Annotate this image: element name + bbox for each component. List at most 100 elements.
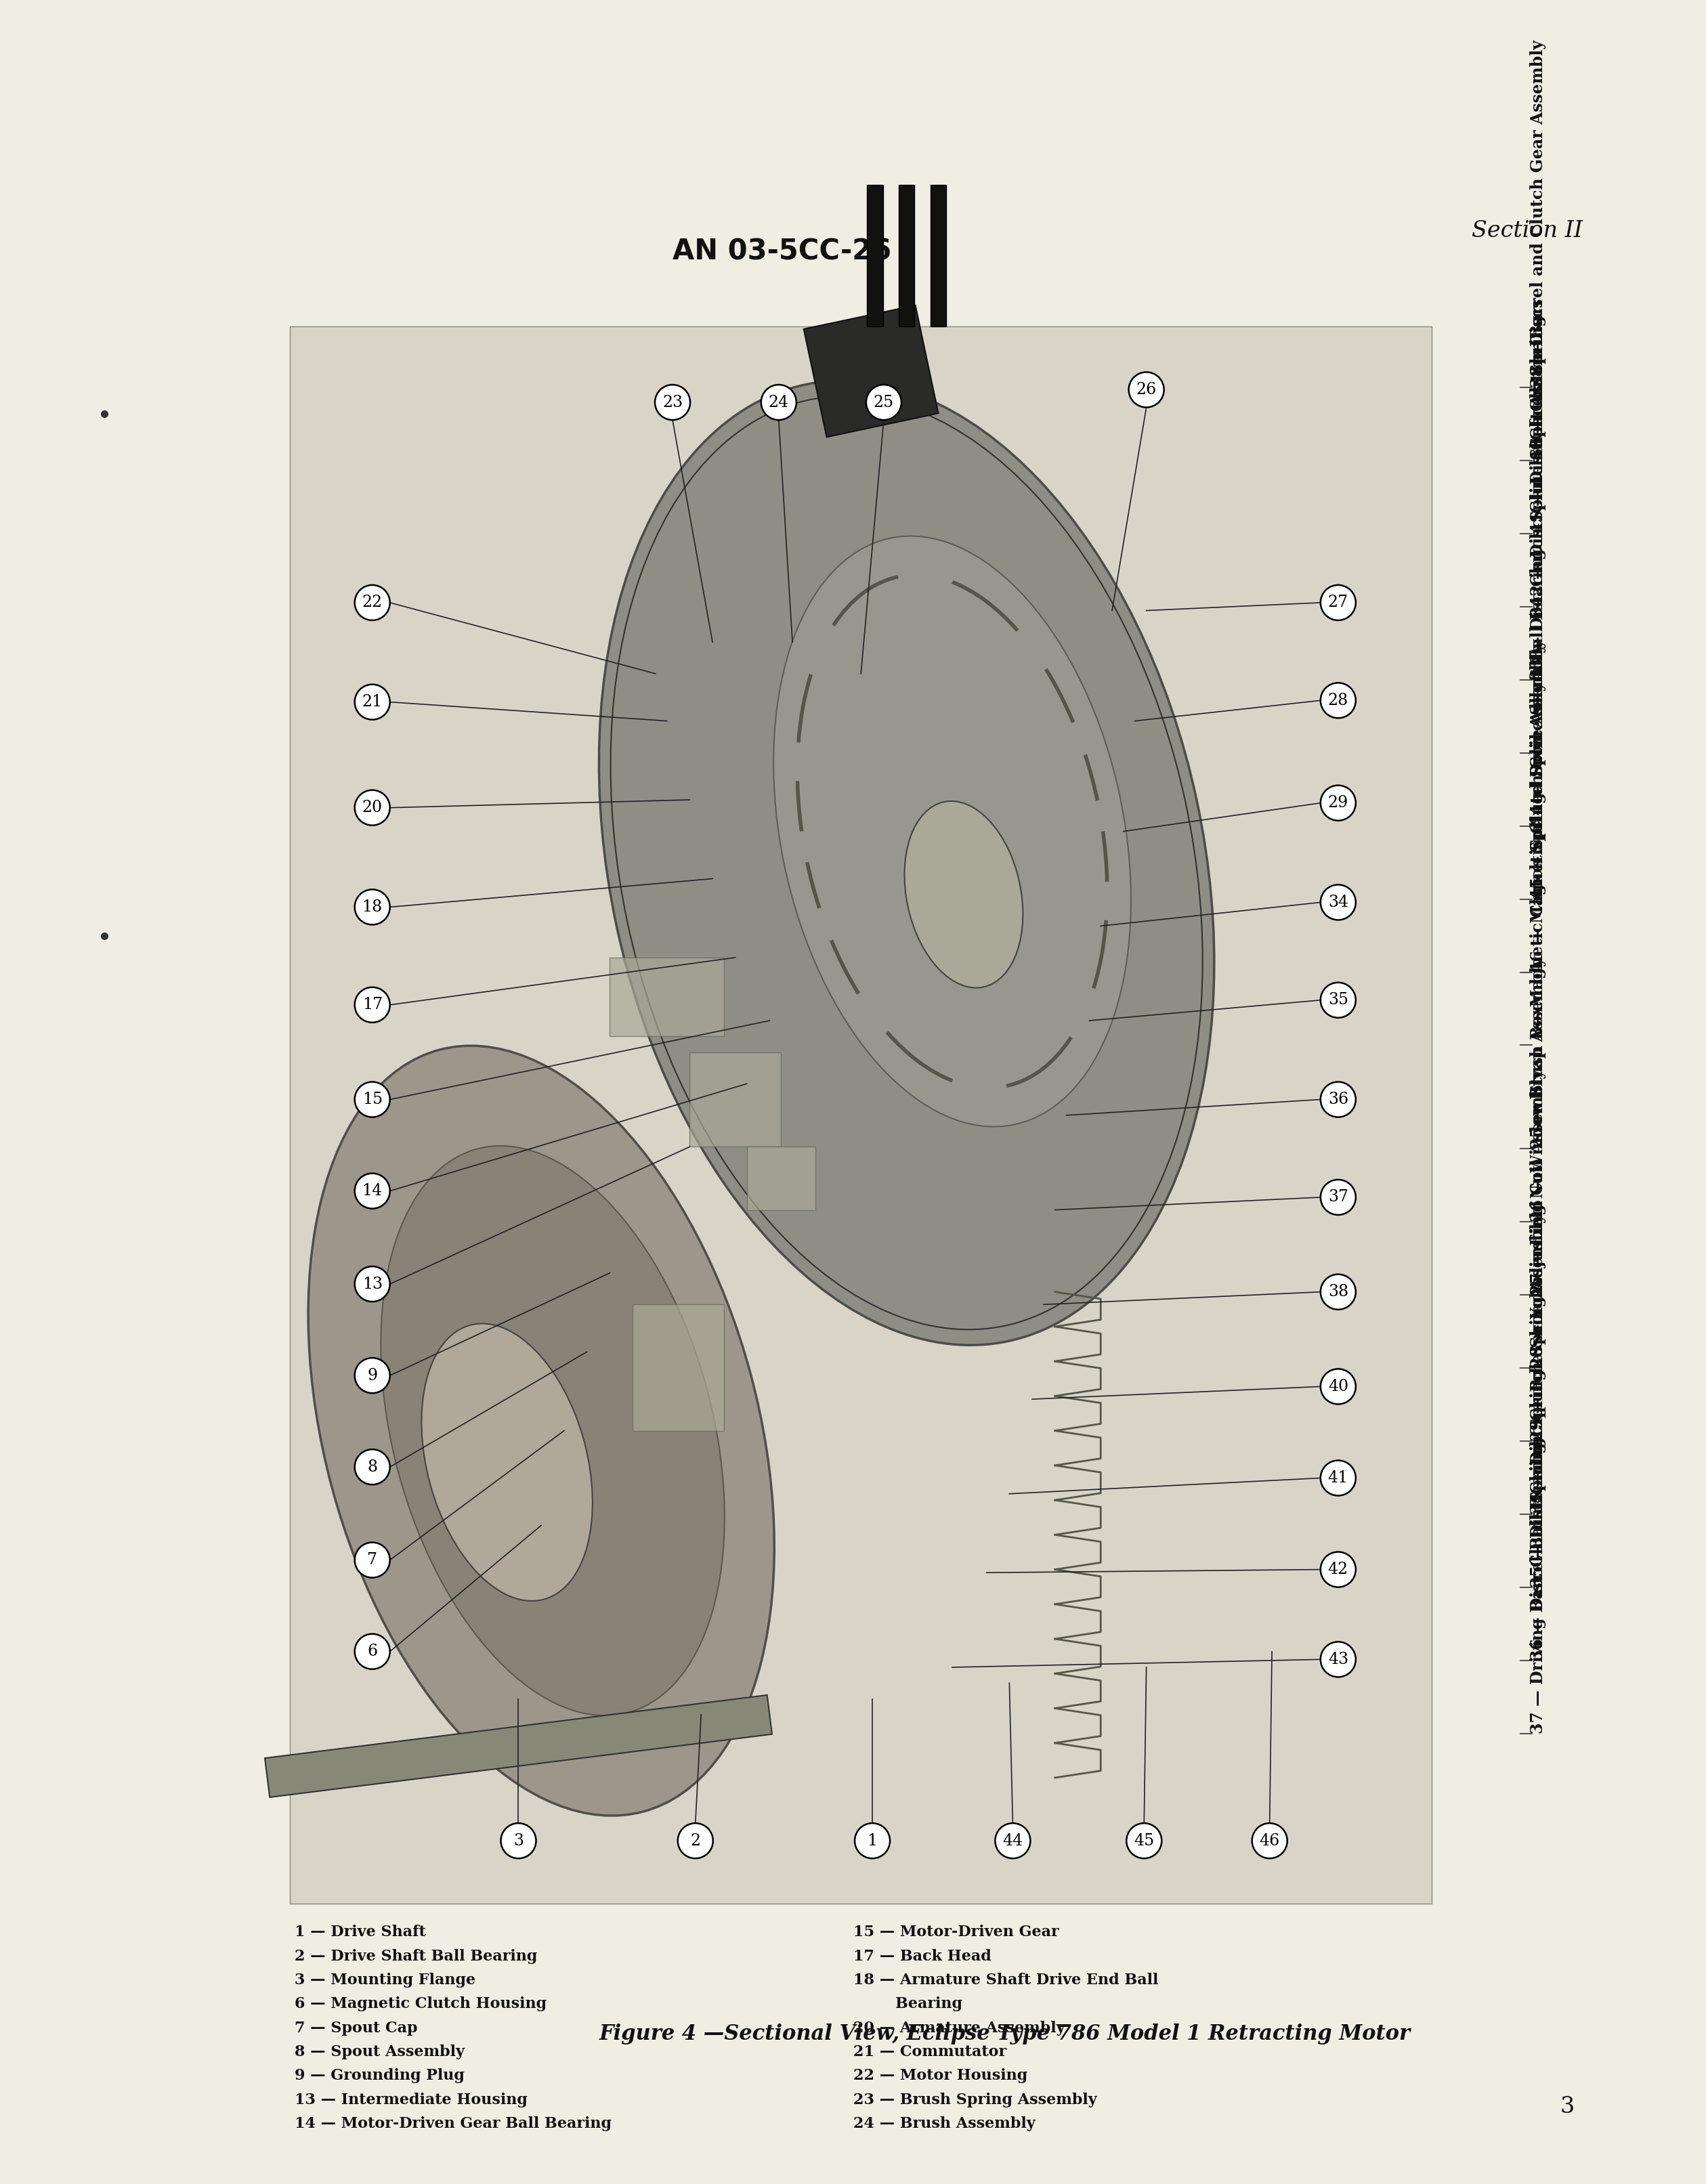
Circle shape	[1320, 1553, 1356, 1588]
Circle shape	[355, 1173, 391, 1208]
Circle shape	[1129, 371, 1163, 408]
Text: 25: 25	[873, 395, 894, 411]
Circle shape	[355, 791, 391, 826]
Text: 2 — Drive Shaft Ball Bearing: 2 — Drive Shaft Ball Bearing	[295, 1948, 537, 1963]
Text: 22 — Motor Housing: 22 — Motor Housing	[853, 2068, 1027, 2084]
Circle shape	[655, 384, 691, 419]
Circle shape	[1320, 885, 1356, 919]
FancyArrow shape	[264, 1695, 773, 1797]
Text: bly: bly	[1530, 681, 1546, 753]
Bar	[930, 186, 947, 328]
Text: 17 — Back Head: 17 — Back Head	[853, 1948, 991, 1963]
Text: 3 — Mounting Flange: 3 — Mounting Flange	[295, 1972, 476, 1987]
Circle shape	[1252, 1824, 1288, 1859]
Circle shape	[855, 1824, 891, 1859]
Text: Figure 4 —Sectional View, Eclipse Type 786 Model 1 Retracting Motor: Figure 4 —Sectional View, Eclipse Type 7…	[599, 2022, 1411, 2044]
Text: 40: 40	[1327, 1378, 1348, 1393]
Text: AN 03-5CC-26: AN 03-5CC-26	[672, 238, 891, 266]
Text: 27 — Field Coil Assembly: 27 — Field Coil Assembly	[1530, 1070, 1546, 1295]
Circle shape	[1320, 684, 1356, 719]
Text: 24 — Brush Assembly: 24 — Brush Assembly	[853, 2116, 1036, 2132]
Text: 43: 43	[1327, 1651, 1348, 1666]
Text: 45 — Splined Drive Assembly: 45 — Splined Drive Assembly	[1530, 638, 1546, 900]
Circle shape	[677, 1824, 713, 1859]
Ellipse shape	[380, 1147, 725, 1717]
Circle shape	[355, 684, 391, 721]
Circle shape	[1320, 786, 1356, 821]
Circle shape	[355, 1450, 391, 1485]
Text: 27: 27	[1327, 594, 1348, 612]
Text: 36: 36	[1327, 1092, 1348, 1107]
Text: 13: 13	[362, 1275, 382, 1291]
Circle shape	[1320, 1461, 1356, 1496]
Text: 9 — Grounding Plug: 9 — Grounding Plug	[295, 2068, 464, 2084]
Circle shape	[761, 384, 797, 419]
Circle shape	[1320, 1179, 1356, 1214]
Text: 15 — Motor-Driven Gear: 15 — Motor-Driven Gear	[853, 1924, 1059, 1939]
Text: 1: 1	[867, 1832, 877, 1848]
Text: 38 — Barrel and Clutch Gear Assembly: 38 — Barrel and Clutch Gear Assembly	[1530, 39, 1546, 387]
Circle shape	[1320, 1273, 1356, 1310]
Circle shape	[1320, 1081, 1356, 1116]
Circle shape	[355, 1358, 391, 1393]
Circle shape	[1126, 1824, 1162, 1859]
Ellipse shape	[309, 1046, 775, 1815]
Text: — Magnetic Clutch Spring: — Magnetic Clutch Spring	[1530, 793, 1546, 1046]
Text: 20: 20	[362, 799, 382, 815]
Bar	[689, 1053, 781, 1147]
Text: 23 — Brush Spring Assembly: 23 — Brush Spring Assembly	[853, 2092, 1097, 2108]
Circle shape	[355, 1081, 391, 1116]
Circle shape	[1320, 983, 1356, 1018]
Text: 28: 28	[1327, 692, 1348, 708]
Text: 23: 23	[662, 395, 682, 411]
Text: 37: 37	[1327, 1190, 1348, 1206]
Text: 3: 3	[1559, 2097, 1575, 2118]
Text: 13 — Intermediate Housing: 13 — Intermediate Housing	[295, 2092, 527, 2108]
Bar	[609, 957, 723, 1037]
Text: 42: 42	[1327, 1562, 1348, 1577]
Ellipse shape	[904, 802, 1024, 987]
Text: 34: 34	[1327, 895, 1348, 911]
Text: 46 — Magnetic Clutch Coil Assembly: 46 — Magnetic Clutch Coil Assembly	[1530, 642, 1546, 972]
Text: 41 — Disc Clutch Spring: 41 — Disc Clutch Spring	[1530, 314, 1546, 533]
Bar	[633, 1304, 723, 1431]
Text: 35 — Disc Clutch Spring: 35 — Disc Clutch Spring	[1530, 1369, 1546, 1588]
Text: 8 — Spout Assembly: 8 — Spout Assembly	[295, 2044, 464, 2060]
Text: Bearing: Bearing	[853, 1996, 962, 2011]
Text: 28 — Yoke: 28 — Yoke	[1530, 1275, 1546, 1367]
Text: 8: 8	[367, 1459, 377, 1474]
Circle shape	[355, 1267, 391, 1302]
Circle shape	[355, 1542, 391, 1577]
Text: 46: 46	[1259, 1832, 1280, 1848]
Text: 34 — Disc Clutch Spring Adjusting Nut: 34 — Disc Clutch Spring Adjusting Nut	[1530, 1164, 1546, 1514]
Text: 24: 24	[768, 395, 788, 411]
Text: 26 — Window Strap Assembly: 26 — Window Strap Assembly	[1530, 957, 1546, 1221]
Text: 2: 2	[691, 1832, 701, 1848]
Text: 6: 6	[367, 1645, 377, 1660]
Circle shape	[995, 1824, 1030, 1859]
Circle shape	[355, 585, 391, 620]
Text: 40 — Clutch Discs: 40 — Clutch Discs	[1530, 299, 1546, 461]
Text: 20 — Armature Assembly: 20 — Armature Assembly	[853, 2020, 1065, 2035]
Ellipse shape	[599, 380, 1215, 1345]
Text: 14 — Motor-Driven Gear Ball Bearing: 14 — Motor-Driven Gear Ball Bearing	[295, 2116, 612, 2132]
Text: 42 — Disc Clutch Spacer: 42 — Disc Clutch Spacer	[1530, 387, 1546, 607]
Text: 21: 21	[362, 695, 382, 710]
Text: 26: 26	[1136, 382, 1157, 397]
Text: 18: 18	[362, 900, 382, 915]
Text: 29 — Pole Shoe Assembly: 29 — Pole Shoe Assembly	[1530, 1214, 1546, 1441]
Circle shape	[355, 889, 391, 924]
Ellipse shape	[773, 535, 1131, 1127]
Text: 7: 7	[367, 1553, 377, 1568]
Circle shape	[355, 987, 391, 1022]
Circle shape	[1320, 585, 1356, 620]
Text: 14: 14	[362, 1184, 382, 1199]
Text: 44 — Spline Shaft Ball Bearing: 44 — Spline Shaft Ball Bearing	[1530, 548, 1546, 826]
Text: 43 — Disc Clutch Spline Shaft Assem-: 43 — Disc Clutch Spline Shaft Assem-	[1530, 341, 1546, 679]
Text: 18 — Armature Shaft Drive End Ball: 18 — Armature Shaft Drive End Ball	[853, 1972, 1158, 1987]
Text: 6 — Magnetic Clutch Housing: 6 — Magnetic Clutch Housing	[295, 1996, 548, 2011]
Circle shape	[867, 384, 901, 419]
Text: 25 — Brush Box: 25 — Brush Box	[1530, 1007, 1546, 1149]
Bar	[804, 306, 938, 437]
Text: 41: 41	[1327, 1470, 1348, 1485]
